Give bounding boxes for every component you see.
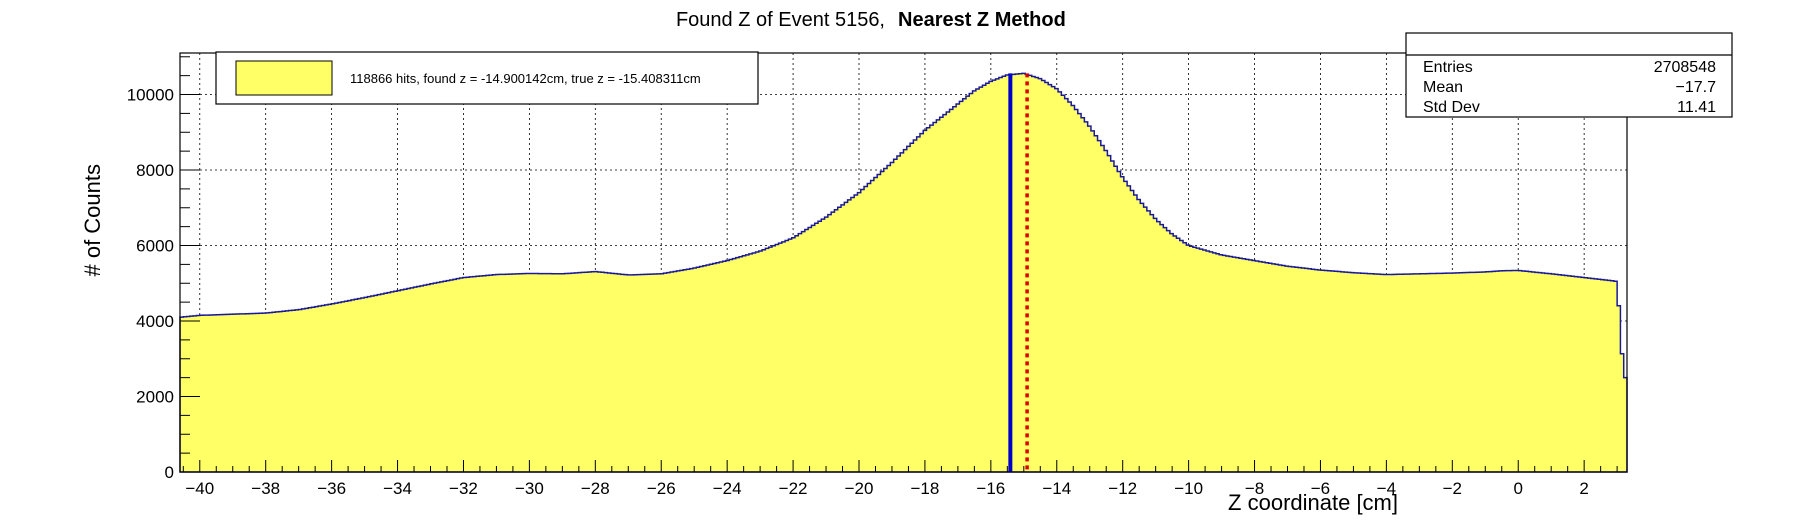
x-tick-label: −8 xyxy=(1245,479,1264,498)
x-tick-label: −32 xyxy=(449,479,478,498)
stats-box: Entries 2708548 Mean −17.7 Std Dev 11.41 xyxy=(1405,32,1733,118)
chart-title-bold: Nearest Z Method xyxy=(898,9,1066,31)
x-tick-label: −38 xyxy=(251,479,280,498)
x-tick-label: −26 xyxy=(647,479,676,498)
x-tick-label: 0 xyxy=(1513,479,1522,498)
stats-entries-value: 2708548 xyxy=(1654,59,1716,76)
x-tick-label: −22 xyxy=(779,479,808,498)
y-tick-label: 10000 xyxy=(127,86,174,105)
y-tick-label: 6000 xyxy=(136,237,174,256)
stats-mean-value: −17.7 xyxy=(1676,79,1717,96)
x-tick-label: −28 xyxy=(581,479,610,498)
y-tick-label: 8000 xyxy=(136,161,174,180)
x-tick-label: −6 xyxy=(1311,479,1330,498)
stats-frame xyxy=(1405,32,1733,118)
stats-entries-label: Entries xyxy=(1423,59,1473,76)
legend: 118866 hits, found z = -14.900142cm, tru… xyxy=(215,51,759,105)
chart-title: Found Z of Event 5156, xyxy=(676,9,885,31)
x-tick-label: 2 xyxy=(1579,479,1588,498)
x-axis-title: Z coordinate [cm] xyxy=(1228,490,1398,515)
x-tick-label: −34 xyxy=(383,479,412,498)
x-tick-label: −20 xyxy=(845,479,874,498)
legend-label: 118866 hits, found z = -14.900142cm, tru… xyxy=(350,71,701,86)
y-tick-label: 2000 xyxy=(136,388,174,407)
stats-stddev-label: Std Dev xyxy=(1423,99,1480,116)
x-tick-label: −2 xyxy=(1443,479,1462,498)
x-tick-label: −18 xyxy=(911,479,940,498)
stats-stddev-value: 11.41 xyxy=(1677,99,1716,116)
x-tick-label: −10 xyxy=(1174,479,1203,498)
x-tick-label: −14 xyxy=(1042,479,1071,498)
y-tick-label: 0 xyxy=(165,463,174,482)
x-tick-label: −12 xyxy=(1108,479,1137,498)
y-tick-label: 4000 xyxy=(136,312,174,331)
stats-mean-label: Mean xyxy=(1423,79,1463,96)
x-tick-label: −24 xyxy=(713,479,742,498)
x-tick-label: −40 xyxy=(185,479,214,498)
y-axis-title: # of Counts xyxy=(80,164,105,277)
x-tick-label: −16 xyxy=(976,479,1005,498)
x-tick-label: −4 xyxy=(1377,479,1396,498)
x-tick-label: −36 xyxy=(317,479,346,498)
x-tick-label: −30 xyxy=(515,479,544,498)
legend-swatch xyxy=(235,60,333,96)
plot-frame xyxy=(179,52,1628,473)
axes: −40 −38 −36 −34 −32 −30 −28 −26 −24 −22 −20 −18 −16−… xyxy=(127,56,1618,498)
histogram-area xyxy=(179,72,1628,473)
